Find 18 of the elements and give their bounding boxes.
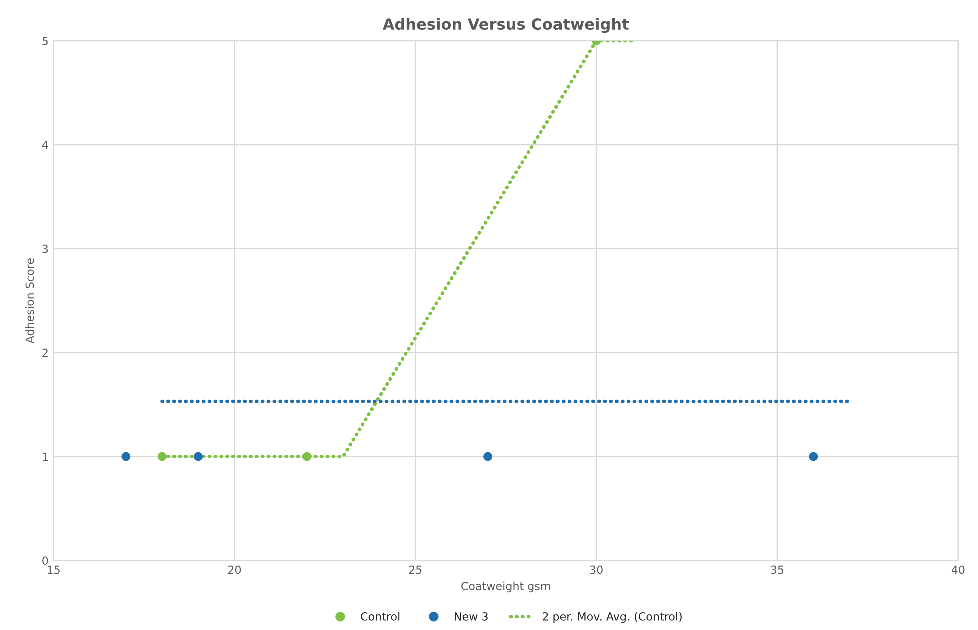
x-tick-label: 30 (590, 566, 603, 574)
y-axis-title: Adhesion Score (26, 258, 34, 344)
y-tick-label: 2 (42, 348, 48, 358)
y-tick-label: 5 (42, 37, 48, 46)
legend-label: New 3 (455, 612, 488, 621)
y-tick-label: 1 (43, 452, 48, 461)
chart-title: Adhesion Versus Coatweight (382, 18, 629, 34)
x-tick-label: 20 (228, 566, 242, 574)
y-tick-label: 4 (42, 141, 48, 150)
y-tick-label: 0 (42, 556, 48, 566)
x-tick-label: 15 (48, 566, 60, 574)
x-tick-label: 25 (409, 566, 422, 574)
y-tick-label: 3 (42, 244, 48, 254)
x-axis-title: Coatweight gsm (462, 582, 550, 593)
legend-label: 2 per. Mov. Avg. (Control) (542, 612, 682, 624)
x-tick-label: 40 (952, 566, 965, 574)
legend-label: Control (361, 612, 400, 621)
x-tick-label: 35 (771, 566, 784, 574)
